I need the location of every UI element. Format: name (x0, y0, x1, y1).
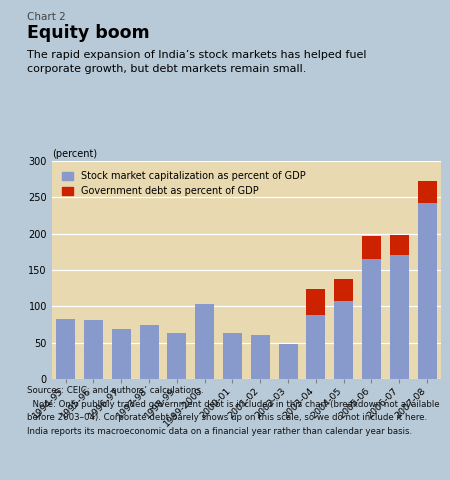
Text: Equity boom: Equity boom (27, 24, 149, 42)
Text: India reports its macroeconomic data on a financial year rather than calendar ye: India reports its macroeconomic data on … (27, 427, 412, 436)
Bar (334, 300, 353, 379)
Bar (195, 304, 214, 379)
Bar (418, 203, 436, 379)
Text: (percent): (percent) (52, 149, 97, 159)
Bar (362, 259, 381, 379)
Bar (306, 289, 325, 315)
Text: Chart 2: Chart 2 (27, 12, 66, 22)
Bar (390, 235, 409, 255)
Text: The rapid expansion of India’s stock markets has helped fuel
corporate growth, b: The rapid expansion of India’s stock mar… (27, 50, 366, 74)
Bar (223, 333, 242, 379)
Bar (306, 315, 325, 379)
Bar (279, 344, 297, 379)
Bar (140, 325, 158, 379)
Bar (418, 181, 436, 203)
Bar (390, 255, 409, 379)
Bar (167, 333, 186, 379)
Text: before 2003–04). Corporate debt barely shows up on this scale, so we do not incl: before 2003–04). Corporate debt barely s… (27, 413, 427, 422)
Text: Sources: CEIC; and authors’ calculations.: Sources: CEIC; and authors’ calculations… (27, 386, 203, 396)
Bar (362, 236, 381, 259)
Bar (56, 319, 75, 379)
Bar (334, 279, 353, 300)
Bar (84, 320, 103, 379)
Bar (251, 335, 270, 379)
Text: Note: Only publicly traded government debt is included in this chart (breakdown : Note: Only publicly traded government de… (27, 400, 440, 409)
Legend: Stock market capitalization as percent of GDP, Government debt as percent of GDP: Stock market capitalization as percent o… (57, 166, 311, 202)
Bar (112, 329, 130, 379)
